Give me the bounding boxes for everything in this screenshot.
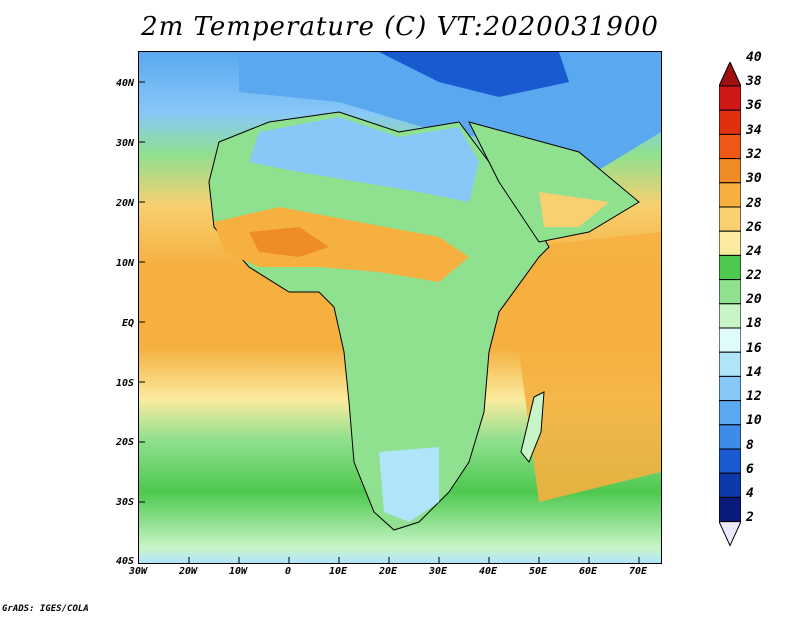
colorbar-box [719, 375, 741, 402]
colorbar-label-2: 2 [746, 510, 754, 525]
map-canvas [139, 52, 661, 563]
colorbar-top-arrow [719, 62, 741, 87]
colorbar-box [719, 424, 741, 450]
indian-ocean-warm [479, 232, 661, 502]
lat-label-10n: 10N [115, 258, 134, 269]
sahel-hot [214, 207, 469, 282]
colorbar-label-4: 4 [746, 486, 754, 501]
page-title: 2m Temperature (C) VT:2020031900 [141, 12, 659, 42]
colorbar-label-18: 18 [746, 316, 762, 331]
colorbar-box [719, 109, 741, 135]
colorbar-label-6: 6 [746, 462, 754, 477]
colorbar-label-34: 34 [746, 123, 762, 138]
lat-label-10s: 10S [115, 378, 134, 389]
colorbar-label-8: 8 [746, 438, 754, 453]
colorbar-label-22: 22 [746, 268, 762, 283]
lon-label-30e: 30E [428, 566, 448, 577]
lat-label-30n: 30N [115, 138, 134, 149]
lon-label-50e: 50E [528, 566, 548, 577]
colorbar-box [719, 85, 741, 111]
temperature-map [138, 51, 662, 564]
colorbar-label-40: 40 [746, 50, 762, 65]
lon-label-10w: 10W [228, 566, 248, 577]
lat-label-20n: 20N [115, 198, 134, 209]
colorbar-label-20: 20 [746, 292, 762, 307]
lon-label-20w: 20W [178, 566, 198, 577]
colorbar-bottom-arrow [719, 521, 741, 547]
lon-label-20e: 20E [378, 566, 398, 577]
colorbar-label-32: 32 [746, 147, 762, 162]
colorbar [719, 62, 741, 547]
grads-credit: GrADS: IGES/COLA [2, 604, 89, 614]
colorbar-label-16: 16 [746, 341, 762, 356]
colorbar-box [719, 400, 741, 426]
colorbar-box [719, 182, 741, 208]
colorbar-box [719, 303, 741, 329]
colorbar-label-14: 14 [746, 365, 762, 380]
colorbar-box [719, 133, 741, 160]
colorbar-label-24: 24 [746, 244, 762, 259]
colorbar-label-10: 10 [746, 413, 762, 428]
colorbar-label-26: 26 [746, 220, 762, 235]
colorbar-box [719, 327, 741, 353]
alps-cold-field [379, 52, 569, 97]
lon-label-60e: 60E [578, 566, 598, 577]
lon-label-0: 0 [284, 566, 292, 577]
lat-label-40s: 40S [115, 556, 134, 567]
lon-label-40e: 40E [478, 566, 498, 577]
lon-label-10e: 10E [328, 566, 348, 577]
colorbar-box [719, 206, 741, 232]
colorbar-box [719, 254, 741, 281]
arabia-warm [539, 192, 609, 227]
colorbar-box [719, 158, 741, 184]
lat-label-20s: 20S [115, 437, 134, 448]
sahara-cool [249, 117, 479, 202]
colorbar-label-38: 38 [746, 74, 762, 89]
colorbar-label-28: 28 [746, 196, 762, 211]
south-africa-cool [379, 447, 439, 522]
sahel-hottest [249, 227, 329, 257]
axis-ticks [139, 81, 640, 563]
colorbar-label-12: 12 [746, 389, 762, 404]
colorbar-box [719, 448, 741, 474]
lon-label-30w: 30W [128, 566, 148, 577]
lat-label-30s: 30S [115, 497, 134, 508]
colorbar-box [719, 230, 741, 256]
colorbar-label-36: 36 [746, 98, 762, 113]
colorbar-label-30: 30 [746, 171, 762, 186]
lat-label-40n: 40N [115, 78, 134, 89]
colorbar-box [719, 351, 741, 377]
madagascar-land [520, 391, 545, 463]
lat-label-eq: EQ [121, 318, 134, 329]
colorbar-box [719, 279, 741, 305]
lon-label-70e: 70E [628, 566, 648, 577]
colorbar-box [719, 472, 741, 498]
colorbar-box [719, 496, 741, 523]
